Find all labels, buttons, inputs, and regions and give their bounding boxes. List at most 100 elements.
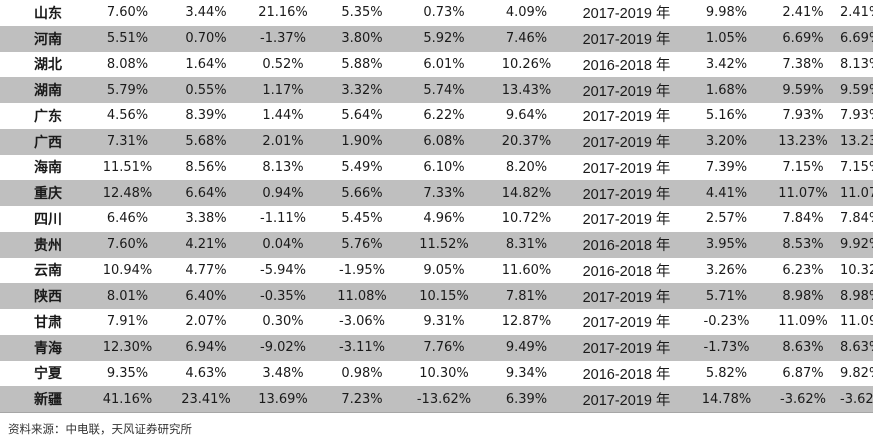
province-cell: 四川 [34, 211, 62, 228]
value-cell: 7.15% [782, 159, 824, 175]
period-cell: 2017-2019 年 [566, 334, 687, 361]
value-cell: 1.17% [243, 77, 323, 103]
value-cell: 5.82% [705, 365, 748, 381]
value-cell: 20.37% [487, 128, 566, 155]
value-cell: 10.72% [501, 211, 552, 227]
period-cell: 2017-2019 年 [582, 6, 671, 23]
value-cell: 5.92% [401, 25, 487, 52]
value-cell: -0.35% [243, 283, 323, 309]
value-cell: 7.15% [840, 159, 873, 175]
period-cell: 2017-2019 年 [582, 160, 671, 177]
province-cell: 陕西 [0, 283, 86, 309]
value-cell: -1.95% [339, 262, 385, 278]
value-cell: 6.39% [487, 386, 566, 414]
value-cell: 8.39% [185, 108, 227, 124]
value-cell: 7.76% [401, 334, 487, 361]
value-cell: 4.56% [106, 108, 149, 124]
value-cell: 14.78% [687, 386, 766, 414]
value-cell: 6.01% [423, 56, 465, 72]
value-cell: 8.98% [840, 283, 873, 309]
value-cell: 0.52% [262, 56, 304, 72]
value-cell: 5.49% [341, 159, 383, 175]
province-cell: 广东 [34, 108, 62, 125]
value-cell: 3.20% [687, 128, 766, 155]
value-cell: 6.69% [840, 25, 873, 52]
value-cell: -9.02% [243, 334, 323, 361]
table-row: 甘肃 7.91% 2.07% 0.30% -3.06% 9.31% 12.87% 2017-2… [0, 309, 873, 335]
table-row: 河南 5.51% 0.70% -1.37% 3.80% 5.92% 7.46% 2017-20… [0, 25, 873, 52]
value-cell: -0.23% [703, 314, 750, 330]
value-cell: 0.70% [169, 25, 243, 52]
value-cell: 5.45% [341, 211, 383, 227]
value-cell: 11.08% [323, 283, 401, 309]
value-cell: 8.31% [487, 231, 566, 258]
value-cell: 11.07% [840, 180, 873, 206]
province-cell: 海南 [34, 160, 62, 177]
value-cell: 5.71% [687, 283, 766, 309]
value-cell: 3.44% [185, 5, 227, 21]
province-cell: 宁夏 [34, 366, 62, 383]
source-note: 资料来源：中电联，天风证券研究所 [8, 422, 192, 436]
value-cell: 6.10% [423, 159, 465, 175]
value-cell: 7.91% [106, 314, 149, 330]
value-cell: 9.59% [840, 77, 873, 103]
value-cell: 1.68% [687, 77, 766, 103]
value-cell: 4.96% [423, 211, 465, 227]
value-cell: 8.56% [185, 159, 227, 175]
value-cell: 6.87% [782, 365, 824, 381]
value-cell: 11.51% [102, 159, 153, 175]
value-cell: 0.30% [262, 314, 304, 330]
table-row: 新疆 41.16% 23.41% 13.69% 7.23% -13.62% 6.39% 201… [0, 386, 873, 414]
value-cell: 11.09% [778, 314, 828, 330]
province-cell: 广西 [0, 128, 86, 155]
table-row: 宁夏 9.35% 4.63% 3.48% 0.98% 10.30% 9.34% 2016-20… [0, 361, 873, 387]
value-cell: 7.60% [86, 231, 169, 258]
value-cell: 4.77% [185, 262, 227, 278]
value-cell: 5.88% [341, 56, 383, 72]
value-cell: -3.62% [840, 386, 873, 414]
data-table: 山东 7.60% 3.44% 21.16% 5.35% 0.73% 4.09% 2017-20… [0, 0, 873, 414]
value-cell: 3.80% [323, 25, 401, 52]
value-cell: 6.40% [169, 283, 243, 309]
value-cell: 10.30% [419, 365, 469, 381]
period-cell: 2016-2018 年 [582, 366, 671, 383]
value-cell: 6.94% [169, 334, 243, 361]
value-cell: -1.37% [243, 25, 323, 52]
value-cell: 13.69% [243, 386, 323, 414]
table-body: 山东 7.60% 3.44% 21.16% 5.35% 0.73% 4.09% 2017-20… [0, 0, 873, 414]
table-row: 山东 7.60% 3.44% 21.16% 5.35% 0.73% 4.09% 2017-20… [0, 0, 873, 26]
value-cell: 23.41% [169, 386, 243, 414]
value-cell: 10.94% [102, 262, 153, 278]
province-cell: 青海 [0, 334, 86, 361]
value-cell: 8.20% [505, 159, 548, 175]
value-cell: 7.23% [323, 386, 401, 414]
value-cell: 1.05% [687, 25, 766, 52]
period-cell: 2017-2019 年 [582, 212, 671, 229]
value-cell: 0.98% [341, 365, 383, 381]
value-cell: 7.81% [487, 283, 566, 309]
value-cell: 7.46% [487, 25, 566, 52]
period-cell: 2017-2019 年 [582, 315, 671, 332]
value-cell: 2.57% [705, 211, 748, 227]
value-cell: 9.64% [505, 108, 548, 124]
value-cell: 11.09% [840, 314, 873, 330]
value-cell: 13.23% [840, 128, 873, 155]
value-cell: 6.23% [782, 262, 824, 278]
value-cell: 7.39% [705, 159, 748, 175]
period-cell: 2017-2019 年 [566, 25, 687, 52]
period-cell: 2017-2019 年 [566, 180, 687, 206]
value-cell: 2.41% [840, 5, 873, 21]
value-cell: 9.31% [423, 314, 465, 330]
table-row: 贵州 7.60% 4.21% 0.04% 5.76% 11.52% 8.31% 2016-20… [0, 231, 873, 258]
value-cell: 10.26% [501, 56, 552, 72]
province-cell: 贵州 [0, 231, 86, 258]
period-cell: 2017-2019 年 [566, 128, 687, 155]
value-cell: 10.32% [840, 262, 873, 278]
table-row: 云南 10.94% 4.77% -5.94% -1.95% 9.05% 11.60% 2016… [0, 258, 873, 284]
period-cell: 2016-2018 年 [582, 57, 671, 74]
table-row: 湖北 8.08% 1.64% 0.52% 5.88% 6.01% 10.26% 2016-20… [0, 52, 873, 78]
value-cell: 0.94% [243, 180, 323, 206]
value-cell: 7.93% [782, 108, 824, 124]
value-cell: 4.63% [185, 365, 227, 381]
value-cell: 13.23% [766, 128, 840, 155]
